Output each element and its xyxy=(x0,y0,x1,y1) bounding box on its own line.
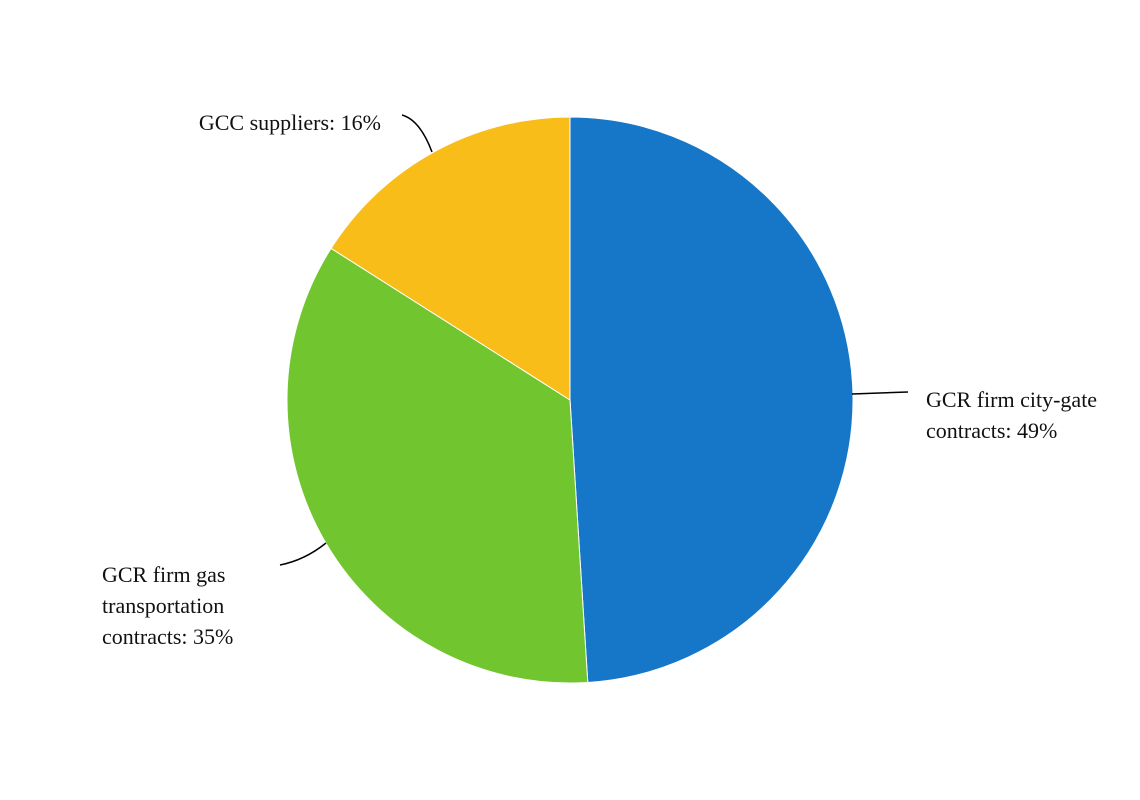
leader-line xyxy=(851,391,909,395)
slice-label: GCC suppliers: 16% xyxy=(198,110,381,135)
slice-label: GCR firm gas transportation contracts: 3… xyxy=(102,562,234,649)
leader-line xyxy=(279,542,327,566)
pie-slice xyxy=(330,116,571,401)
leader-line xyxy=(401,114,433,153)
pie-slice xyxy=(286,247,589,684)
slice-label: GCR firm city-gate contracts: 49% xyxy=(926,387,1098,443)
pie-slice xyxy=(569,116,854,683)
